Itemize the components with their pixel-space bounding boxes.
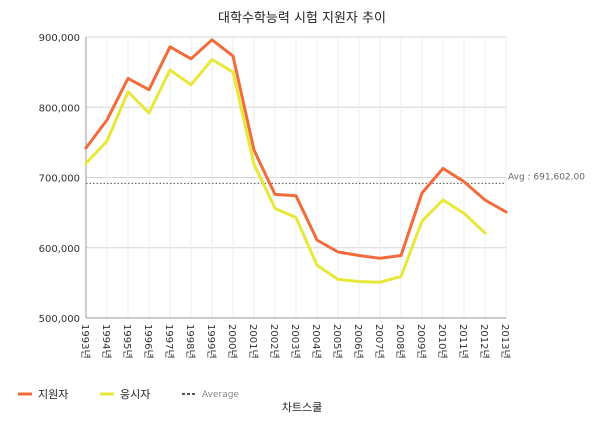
y-tick-label: 900,000 (39, 33, 80, 44)
chart-credit: 차트스쿨 (282, 401, 322, 414)
legend-label-2: 응시자 (120, 388, 150, 401)
x-tick-label: 1999년 (205, 324, 217, 359)
y-tick-label: 800,000 (39, 103, 80, 114)
x-tick-label: 1994년 (100, 324, 112, 359)
x-tick-label: 2004년 (310, 324, 322, 359)
x-tick-label: 2000년 (226, 324, 238, 359)
average-label: Avg : 691,602.00 (508, 172, 585, 182)
legend-label-average: Average (202, 390, 239, 400)
x-tick-label: 2009년 (415, 324, 427, 359)
x-tick-label: 2011년 (457, 324, 469, 359)
x-tick-label: 2013년 (499, 324, 511, 359)
x-tick-label: 2008년 (394, 324, 406, 359)
x-tick-label: 2010년 (436, 324, 448, 359)
legend: 지원자 응시자 Average (18, 388, 239, 401)
chart-title: 대학수학능력 시험 지원자 추이 (218, 11, 386, 26)
average-layer: Avg : 691,602.00 (86, 172, 585, 184)
x-tick-label: 1997년 (163, 324, 175, 359)
legend-label-1: 지원자 (38, 388, 68, 401)
x-tick-label: 1996년 (142, 324, 154, 359)
x-tick-label: 2007년 (373, 324, 385, 359)
y-tick-label: 600,000 (39, 244, 80, 255)
x-tick-label: 2002년 (268, 324, 280, 359)
grid-layer (85, 36, 507, 319)
series-layer (84, 38, 508, 284)
series-line-1 (84, 38, 508, 260)
x-tick-label: 1993년 (79, 324, 91, 359)
y-tick-label: 700,000 (39, 174, 80, 185)
x-tick-label: 2005년 (331, 324, 343, 359)
x-tick-label: 2001년 (247, 324, 259, 359)
x-tick-label: 2003년 (289, 324, 301, 359)
axis-layer: 900,000 800,000 700,000 600,000 500,0001993년… (39, 33, 511, 359)
x-tick-label: 2006년 (352, 324, 364, 359)
series-line-2 (84, 58, 487, 284)
x-tick-label: 1998년 (184, 324, 196, 359)
x-tick-label: 1995년 (121, 324, 133, 359)
y-tick-label: 500,000 (39, 314, 80, 325)
x-tick-label: 2012년 (478, 324, 490, 359)
